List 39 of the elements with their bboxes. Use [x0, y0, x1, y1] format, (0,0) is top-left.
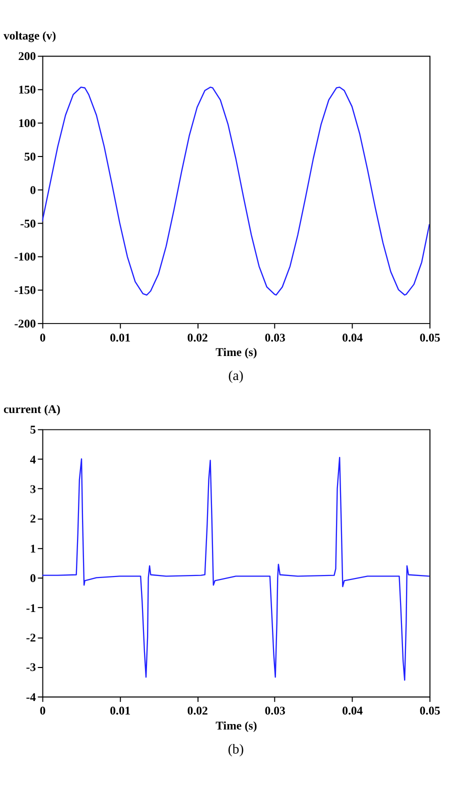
- y-tick-label: -200: [14, 316, 36, 330]
- x-tick-label: 0.04: [342, 330, 363, 344]
- y-tick-label: -4: [26, 690, 36, 704]
- y-tick-label: 2: [30, 512, 36, 526]
- text: (b): [228, 741, 244, 756]
- x-tick-label: 0.02: [187, 704, 208, 718]
- y-tick-label: 0: [30, 571, 36, 586]
- y-tick-label: 100: [18, 116, 36, 130]
- y-tick-label: 1: [30, 541, 36, 556]
- y-tick-label: 5: [30, 422, 36, 437]
- y-axis-title: current (A): [3, 402, 61, 416]
- x-axis-title: Time (s): [216, 718, 258, 732]
- x-tick-label: 0.03: [264, 330, 286, 344]
- y-tick-label: -2: [26, 630, 36, 645]
- x-tick-label: 0.05: [420, 330, 440, 344]
- text: (a): [228, 368, 244, 384]
- y-tick-label: -50: [20, 216, 36, 230]
- y-tick-label: -3: [26, 660, 36, 674]
- y-tick-label: -100: [14, 250, 36, 264]
- x-tick-label: 0: [40, 704, 46, 718]
- y-tick-label: -150: [14, 283, 36, 298]
- line-series: [42, 86, 430, 296]
- x-tick-label: 0.05: [420, 704, 440, 718]
- y-tick-label: 0: [30, 182, 36, 197]
- x-tick-label: 0.03: [264, 704, 286, 718]
- x-axis-title: Time (s): [216, 344, 258, 359]
- y-tick-label: 50: [24, 149, 36, 164]
- y-tick-label: 4: [30, 452, 36, 466]
- y-tick-label: -1: [26, 600, 36, 615]
- x-tick-label: 0.04: [342, 704, 363, 718]
- x-tick-label: 0.02: [187, 330, 208, 344]
- y-axis-title: voltage (v): [3, 28, 56, 43]
- y-tick-label: 150: [18, 82, 36, 97]
- x-tick-label: 0.01: [110, 704, 131, 718]
- x-tick-label: 0: [40, 330, 46, 344]
- line-series: [42, 456, 430, 681]
- y-tick-label: 3: [30, 482, 36, 496]
- y-tick-label: 200: [18, 49, 36, 64]
- x-tick-label: 0.01: [110, 330, 131, 344]
